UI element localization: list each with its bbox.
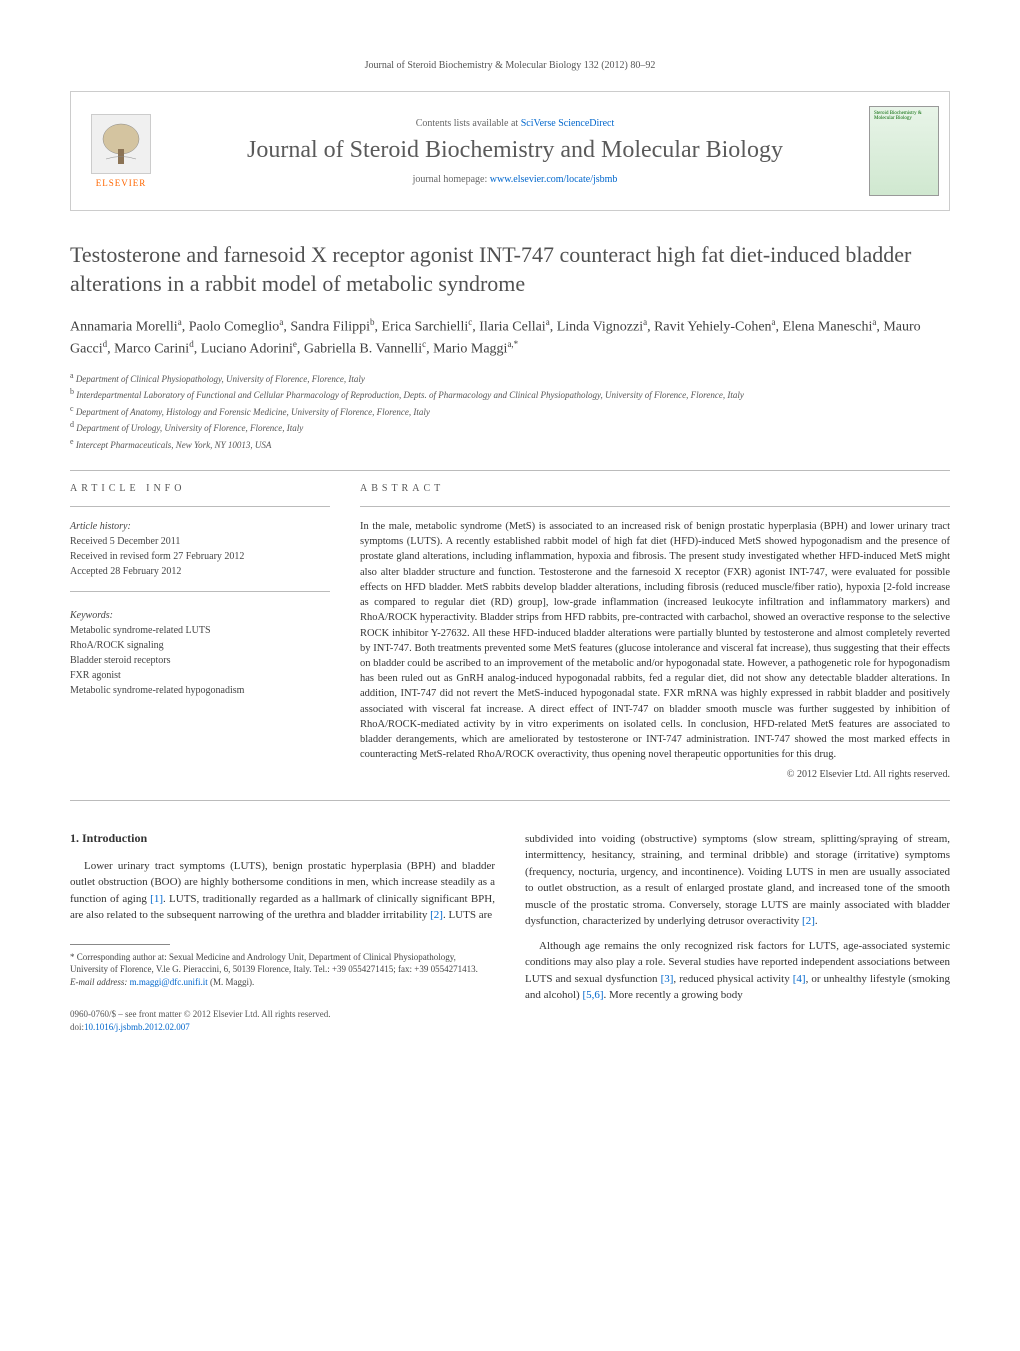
- homepage-prefix: journal homepage:: [413, 174, 490, 185]
- body-divider: [70, 800, 950, 801]
- body-column-right: subdivided into voiding (obstructive) sy…: [525, 831, 950, 1034]
- footnote-separator: [70, 944, 170, 945]
- journal-reference: Journal of Steroid Biochemistry & Molecu…: [70, 60, 950, 71]
- contents-available: Contents lists available at SciVerse Sci…: [181, 118, 849, 129]
- corresponding-label: Corresponding author at:: [77, 952, 169, 962]
- keywords-label: Keywords:: [70, 608, 330, 623]
- affiliation-item: a Department of Clinical Physiopathology…: [70, 370, 950, 387]
- keyword-item: Bladder steroid receptors: [70, 653, 330, 668]
- doi-prefix: doi:: [70, 1022, 84, 1032]
- history-revised: Received in revised form 27 February 201…: [70, 549, 330, 564]
- article-info-column: ARTICLE INFO Article history: Received 5…: [70, 483, 330, 780]
- article-history: Article history: Received 5 December 201…: [70, 519, 330, 579]
- homepage-link[interactable]: www.elsevier.com/locate/jsbmb: [490, 174, 618, 185]
- issn-line: 0960-0760/$ – see front matter © 2012 El…: [70, 1008, 495, 1021]
- elsevier-tree-icon: [91, 114, 151, 174]
- section-divider: [70, 470, 950, 471]
- keyword-item: FXR agonist: [70, 668, 330, 683]
- introduction-heading: 1. Introduction: [70, 831, 495, 846]
- affiliation-item: e Intercept Pharmaceuticals, New York, N…: [70, 436, 950, 453]
- affiliations-list: a Department of Clinical Physiopathology…: [70, 370, 950, 453]
- history-received: Received 5 December 2011: [70, 534, 330, 549]
- abstract-divider: [360, 506, 950, 507]
- abstract-label: ABSTRACT: [360, 483, 950, 494]
- affiliation-item: b Interdepartmental Laboratory of Functi…: [70, 386, 950, 403]
- intro-col1-text: Lower urinary tract symptoms (LUTS), ben…: [70, 858, 495, 924]
- publisher-name: ELSEVIER: [96, 178, 147, 188]
- email-label: E-mail address:: [70, 977, 130, 987]
- doi-link[interactable]: 10.1016/j.jsbmb.2012.02.007: [84, 1022, 190, 1032]
- history-label: Article history:: [70, 519, 330, 534]
- abstract-copyright: © 2012 Elsevier Ltd. All rights reserved…: [360, 769, 950, 780]
- article-title: Testosterone and farnesoid X receptor ag…: [70, 241, 950, 298]
- intro-col2-text: subdivided into voiding (obstructive) sy…: [525, 831, 950, 1004]
- corresponding-email[interactable]: m.maggi@dfc.unifi.it: [130, 977, 208, 987]
- sciencedirect-link[interactable]: SciVerse ScienceDirect: [521, 118, 615, 129]
- abstract-column: ABSTRACT In the male, metabolic syndrome…: [360, 483, 950, 780]
- cover-text: Steroid Biochemistry & Molecular Biology: [874, 111, 934, 121]
- keywords-list: Metabolic syndrome-related LUTSRhoA/ROCK…: [70, 623, 330, 698]
- contents-prefix: Contents lists available at: [416, 118, 521, 129]
- homepage-line: journal homepage: www.elsevier.com/locat…: [181, 174, 849, 185]
- corresponding-marker: *: [70, 952, 75, 962]
- keywords-block: Keywords: Metabolic syndrome-related LUT…: [70, 608, 330, 698]
- history-accepted: Accepted 28 February 2012: [70, 564, 330, 579]
- journal-cover-thumbnail: Steroid Biochemistry & Molecular Biology: [869, 106, 939, 196]
- info-divider: [70, 506, 330, 507]
- authors-list: Annamaria Morellia, Paolo Comeglioa, San…: [70, 316, 950, 359]
- info-abstract-row: ARTICLE INFO Article history: Received 5…: [70, 483, 950, 780]
- abstract-text: In the male, metabolic syndrome (MetS) i…: [360, 519, 950, 763]
- affiliation-item: c Department of Anatomy, Histology and F…: [70, 403, 950, 420]
- header-center: Contents lists available at SciVerse Sci…: [171, 108, 859, 195]
- keyword-item: Metabolic syndrome-related hypogonadism: [70, 683, 330, 698]
- journal-title: Journal of Steroid Biochemistry and Mole…: [181, 137, 849, 164]
- keyword-item: RhoA/ROCK signaling: [70, 638, 330, 653]
- article-info-label: ARTICLE INFO: [70, 483, 330, 494]
- journal-header: ELSEVIER Contents lists available at Sci…: [70, 91, 950, 211]
- footer-metadata: 0960-0760/$ – see front matter © 2012 El…: [70, 1008, 495, 1033]
- keywords-divider: [70, 591, 330, 592]
- affiliation-item: d Department of Urology, University of F…: [70, 419, 950, 436]
- body-column-left: 1. Introduction Lower urinary tract symp…: [70, 831, 495, 1034]
- corresponding-author-footnote: * Corresponding author at: Sexual Medici…: [70, 951, 495, 989]
- keyword-item: Metabolic syndrome-related LUTS: [70, 623, 330, 638]
- body-columns: 1. Introduction Lower urinary tract symp…: [70, 831, 950, 1034]
- elsevier-logo: ELSEVIER: [81, 101, 161, 201]
- corresponding-email-name: (M. Maggi).: [208, 977, 255, 987]
